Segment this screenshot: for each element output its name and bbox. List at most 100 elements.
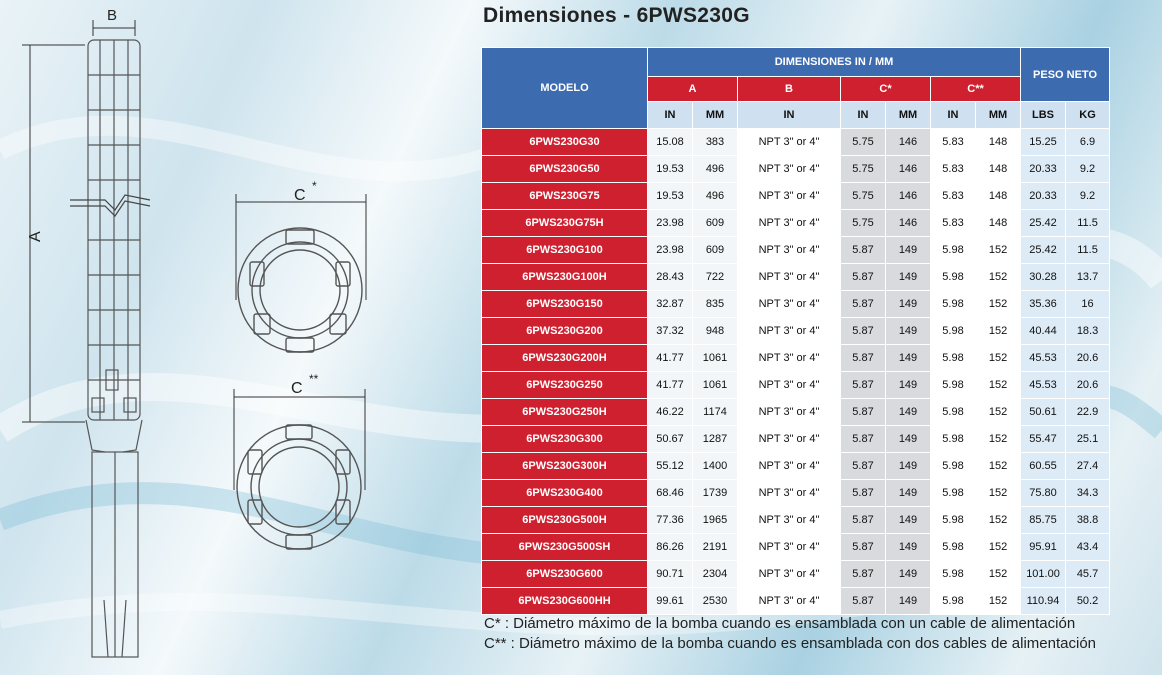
cell-model: 6PWS230G250: [481, 371, 648, 399]
unit-c1-in: IN: [840, 101, 886, 129]
label-a: A: [27, 231, 44, 242]
cell-c1-in: 5.87: [840, 290, 886, 318]
cell-a-in: 19.53: [647, 155, 693, 183]
cell-c2-mm: 152: [974, 425, 1022, 453]
cell-c2-in: 5.98: [930, 425, 976, 453]
label-c1-mark: *: [312, 179, 317, 193]
cell-c2-in: 5.98: [930, 371, 976, 399]
cross-section-two-cables: [236, 424, 362, 550]
cell-a-mm: 383: [692, 128, 738, 156]
cell-c1-in: 5.87: [840, 479, 886, 507]
cell-a-mm: 609: [692, 236, 738, 264]
cell-c1-mm: 146: [885, 155, 931, 183]
cell-kg: 22.9: [1065, 398, 1111, 426]
cell-lbs: 45.53: [1020, 344, 1067, 372]
pump-diagram: B A C * C **: [22, 7, 367, 658]
table-row: 6PWS230G200H 41.77 1061 NPT 3" or 4" 5.87 149…: [481, 344, 1111, 372]
cell-a-mm: 609: [692, 209, 738, 237]
cell-a-mm: 948: [692, 317, 738, 345]
cell-c2-mm: 152: [974, 533, 1022, 561]
cell-lbs: 55.47: [1020, 425, 1067, 453]
unit-a-in: IN: [647, 101, 693, 129]
cell-c2-in: 5.98: [930, 290, 976, 318]
unit-c2-in: IN: [930, 101, 976, 129]
cell-a-in: 41.77: [647, 344, 693, 372]
cell-a-in: 90.71: [647, 560, 693, 588]
cell-c1-in: 5.87: [840, 317, 886, 345]
cell-a-in: 32.87: [647, 290, 693, 318]
table-row: 6PWS230G300 50.67 1287 NPT 3" or 4" 5.87 149 5…: [481, 425, 1111, 453]
cell-a-mm: 722: [692, 263, 738, 291]
cell-c2-mm: 152: [974, 398, 1022, 426]
cell-model: 6PWS230G250H: [481, 398, 648, 426]
cell-c1-in: 5.87: [840, 506, 886, 534]
cell-c1-in: 5.87: [840, 452, 886, 480]
cell-b-in: NPT 3" or 4": [737, 479, 841, 507]
footnotes: C* : Diámetro máximo de la bomba cuando …: [484, 614, 1096, 654]
cell-a-mm: 1061: [692, 344, 738, 372]
cell-c1-mm: 149: [885, 398, 931, 426]
table-row: 6PWS230G400 68.46 1739 NPT 3" or 4" 5.87 149 5…: [481, 479, 1111, 507]
cell-c2-mm: 152: [974, 506, 1022, 534]
cell-a-in: 50.67: [647, 425, 693, 453]
cell-b-in: NPT 3" or 4": [737, 587, 841, 615]
cell-a-in: 55.12: [647, 452, 693, 480]
table-row: 6PWS230G600HH 99.61 2530 NPT 3" or 4" 5.87 14…: [481, 587, 1111, 615]
cell-b-in: NPT 3" or 4": [737, 155, 841, 183]
cell-c1-mm: 149: [885, 236, 931, 264]
header-weight: PESO NETO: [1020, 47, 1111, 102]
cell-c2-in: 5.83: [930, 182, 976, 210]
cell-lbs: 50.61: [1020, 398, 1067, 426]
cell-kg: 20.6: [1065, 371, 1111, 399]
cell-model: 6PWS230G75: [481, 182, 648, 210]
header-col-b: B: [737, 76, 841, 102]
cell-kg: 20.6: [1065, 344, 1111, 372]
cell-a-mm: 1739: [692, 479, 738, 507]
cell-a-mm: 1965: [692, 506, 738, 534]
cell-a-mm: 1061: [692, 371, 738, 399]
cell-a-in: 23.98: [647, 209, 693, 237]
pump-body: [70, 39, 151, 658]
cell-c2-in: 5.83: [930, 128, 976, 156]
cell-a-in: 15.08: [647, 128, 693, 156]
cell-kg: 9.2: [1065, 182, 1111, 210]
cell-lbs: 75.80: [1020, 479, 1067, 507]
cell-c1-mm: 146: [885, 182, 931, 210]
table-row: 6PWS230G250 41.77 1061 NPT 3" or 4" 5.87 149 5…: [481, 371, 1111, 399]
cell-kg: 34.3: [1065, 479, 1111, 507]
header-model: MODELO: [481, 47, 648, 129]
cell-lbs: 25.42: [1020, 236, 1067, 264]
header-col-c1: C*: [840, 76, 931, 102]
cell-c2-mm: 152: [974, 479, 1022, 507]
cell-b-in: NPT 3" or 4": [737, 506, 841, 534]
unit-a-mm: MM: [692, 101, 738, 129]
cell-model: 6PWS230G500H: [481, 506, 648, 534]
cross-section-one-cable: [237, 227, 363, 353]
cell-model: 6PWS230G500SH: [481, 533, 648, 561]
cell-model: 6PWS230G150: [481, 290, 648, 318]
cell-c1-mm: 149: [885, 506, 931, 534]
cell-lbs: 85.75: [1020, 506, 1067, 534]
table-row: 6PWS230G75 19.53 496 NPT 3" or 4" 5.75 146 5.8…: [481, 182, 1111, 210]
cell-c2-mm: 152: [974, 317, 1022, 345]
cell-lbs: 45.53: [1020, 371, 1067, 399]
cell-c2-in: 5.98: [930, 236, 976, 264]
cell-b-in: NPT 3" or 4": [737, 317, 841, 345]
cell-c2-in: 5.98: [930, 344, 976, 372]
cell-b-in: NPT 3" or 4": [737, 344, 841, 372]
cell-a-in: 23.98: [647, 236, 693, 264]
cell-c2-in: 5.83: [930, 209, 976, 237]
cell-kg: 50.2: [1065, 587, 1111, 615]
cell-a-in: 77.36: [647, 506, 693, 534]
cell-lbs: 101.00: [1020, 560, 1067, 588]
cell-c2-mm: 152: [974, 263, 1022, 291]
cell-model: 6PWS230G400: [481, 479, 648, 507]
cell-kg: 45.7: [1065, 560, 1111, 588]
cell-c1-in: 5.87: [840, 263, 886, 291]
cell-a-mm: 1400: [692, 452, 738, 480]
cell-lbs: 35.36: [1020, 290, 1067, 318]
cell-lbs: 20.33: [1020, 182, 1067, 210]
cell-a-mm: 2530: [692, 587, 738, 615]
cell-a-mm: 2304: [692, 560, 738, 588]
cell-kg: 13.7: [1065, 263, 1111, 291]
